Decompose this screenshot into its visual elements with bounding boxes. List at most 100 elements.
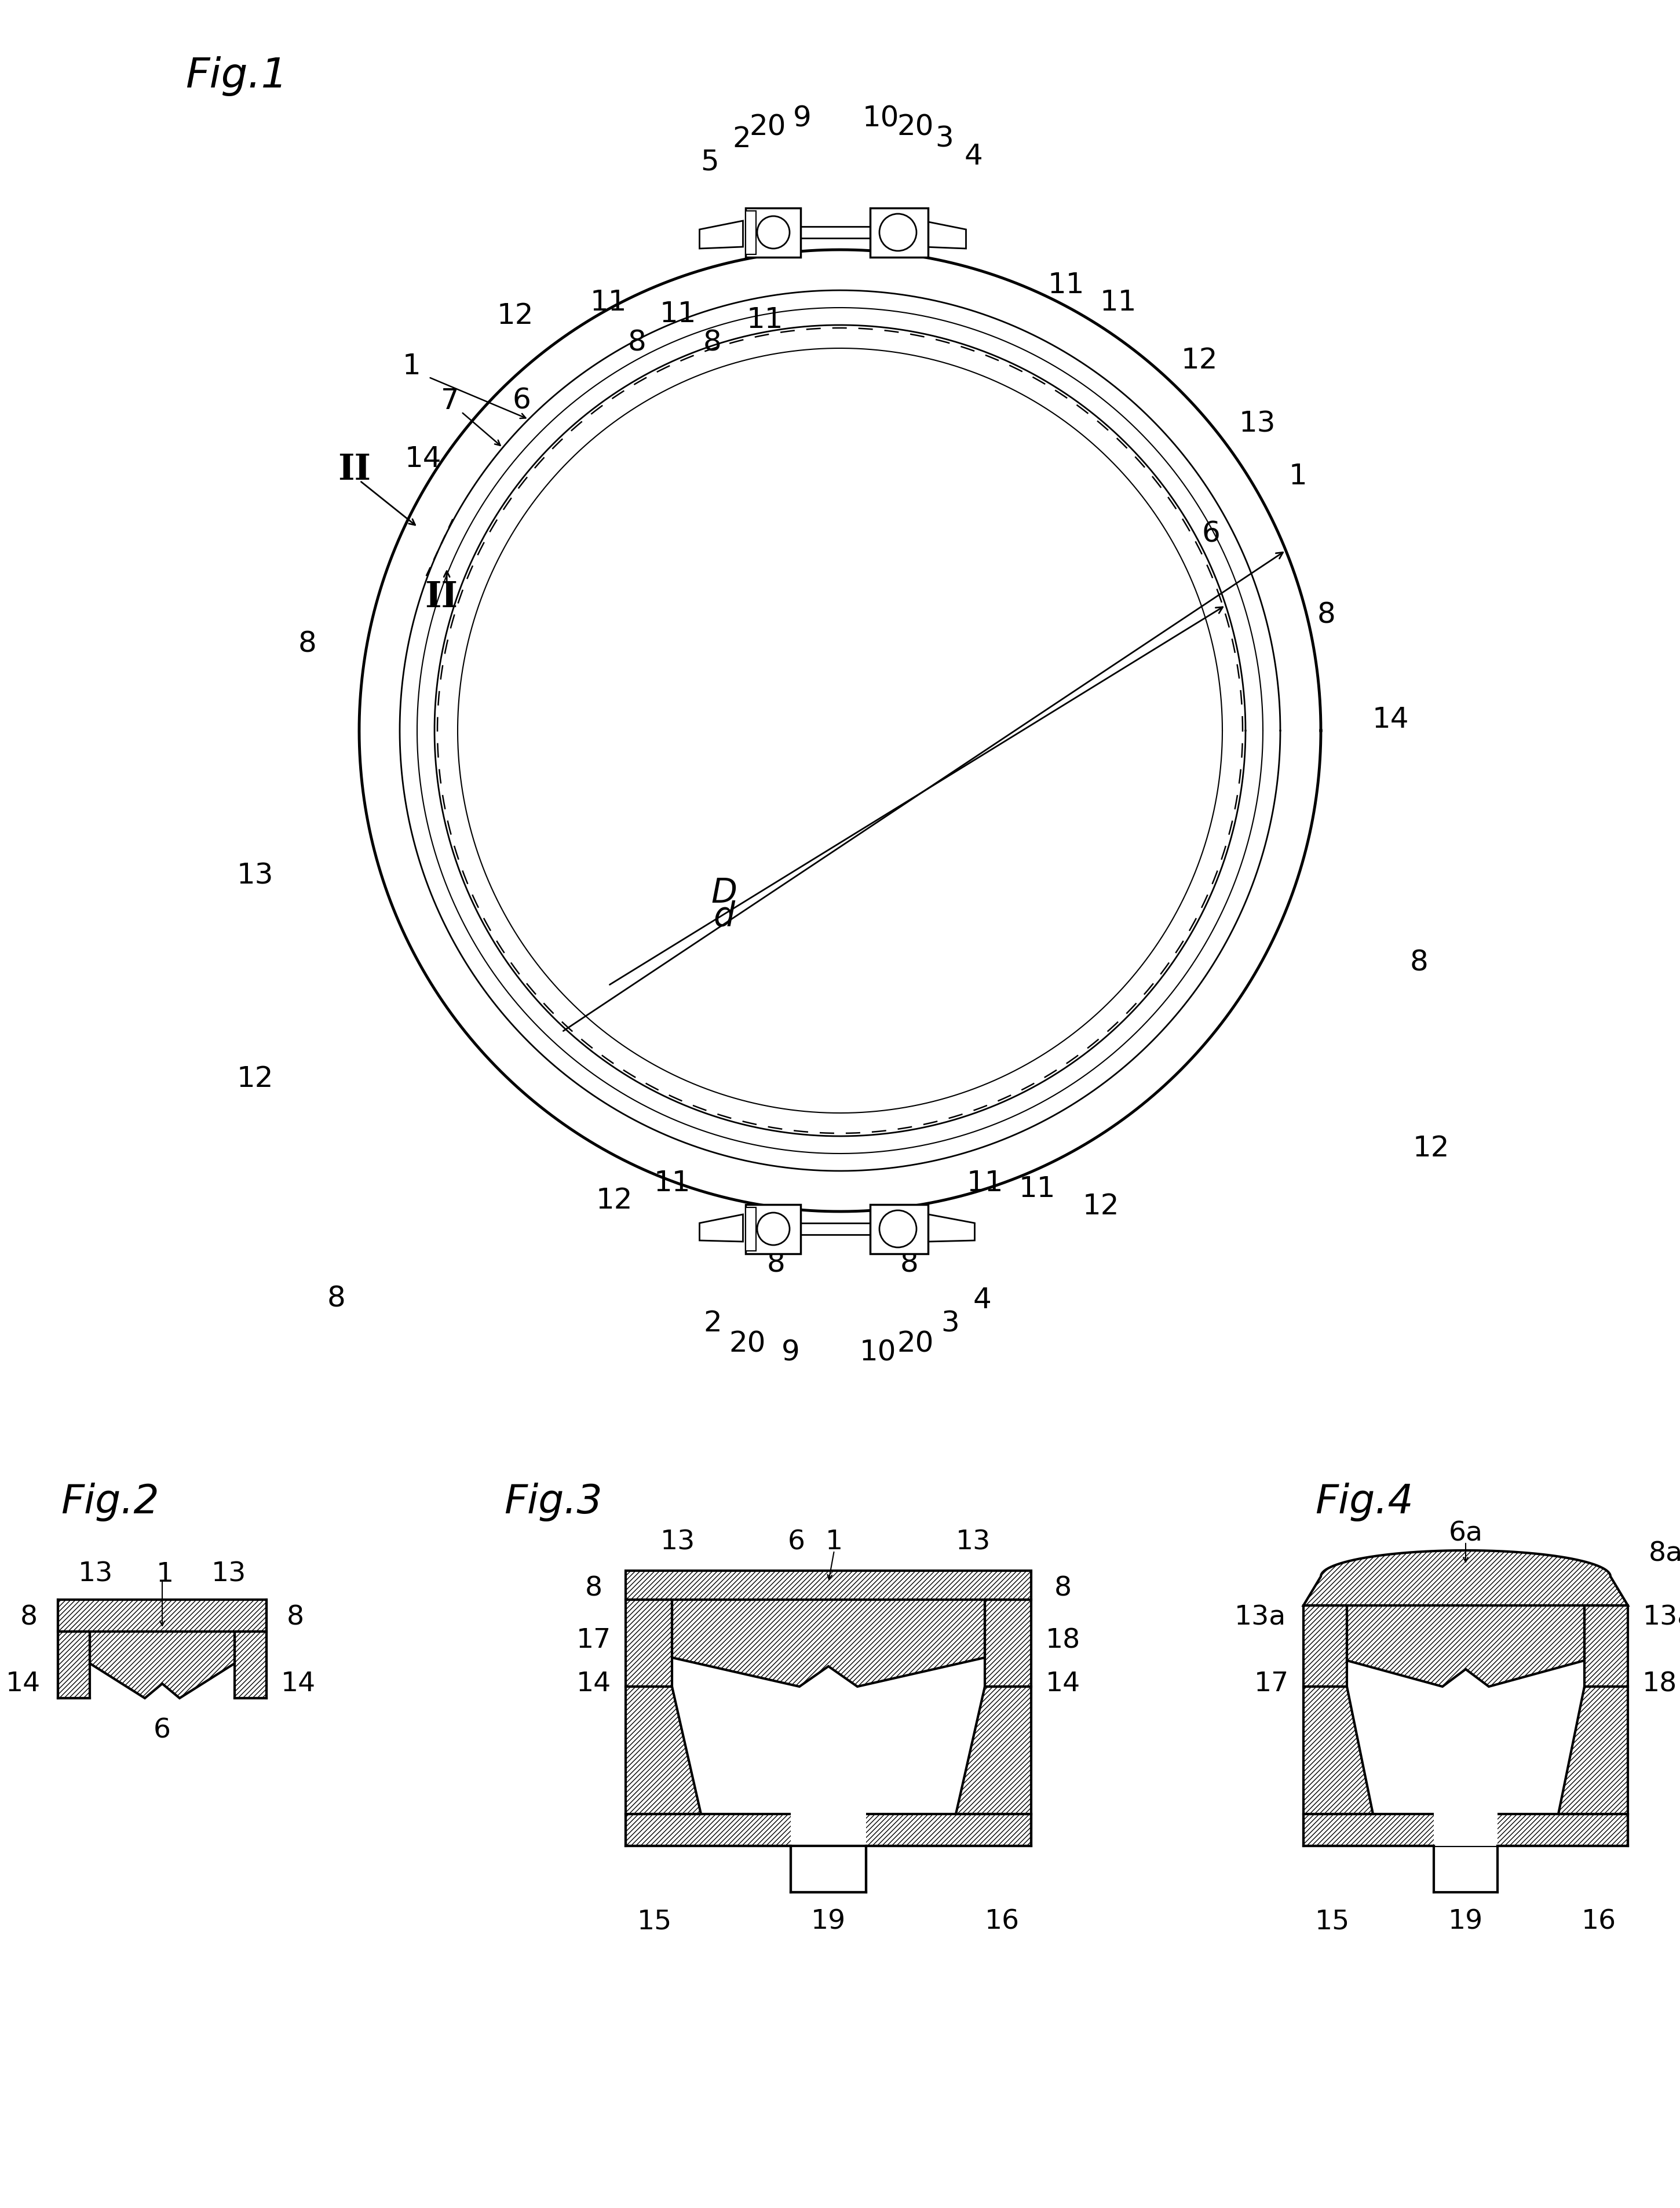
Text: 20: 20 [749, 113, 786, 141]
Text: 8: 8 [297, 629, 316, 658]
Text: 13: 13 [956, 1528, 991, 1554]
Bar [625, 1570, 1032, 1601]
Text: 17: 17 [1255, 1671, 1289, 1696]
Text: 11: 11 [1048, 272, 1084, 298]
Text: 11: 11 [654, 1168, 690, 1197]
Text: 12: 12 [596, 1186, 632, 1214]
Bar [870, 1206, 929, 1254]
Text: 6a: 6a [1448, 1519, 1483, 1546]
Bar [57, 1601, 267, 1632]
Circle shape [758, 216, 790, 250]
Text: 19: 19 [811, 1908, 845, 1934]
Bar [235, 1632, 267, 1698]
Text: 8: 8 [287, 1605, 304, 1630]
Text: 6: 6 [788, 1528, 805, 1554]
Text: 15: 15 [637, 1908, 672, 1934]
Text: 11: 11 [1018, 1175, 1055, 1203]
Bar [746, 1208, 756, 1252]
Text: 13: 13 [79, 1561, 113, 1588]
Text: 14: 14 [5, 1671, 40, 1696]
Bar [746, 208, 801, 258]
Text: 8: 8 [1055, 1574, 1072, 1601]
Text: 6: 6 [153, 1718, 171, 1742]
Text: 2: 2 [704, 1309, 722, 1338]
Text: 13: 13 [212, 1561, 247, 1588]
Circle shape [758, 1212, 790, 1245]
Text: 8: 8 [704, 329, 722, 358]
Text: 8: 8 [328, 1285, 344, 1312]
Bar [791, 1846, 867, 1892]
Text: 1: 1 [825, 1528, 843, 1554]
Text: d: d [714, 901, 734, 932]
Bar [746, 212, 756, 254]
Text: 11: 11 [746, 307, 783, 333]
Text: 16: 16 [984, 1908, 1020, 1934]
Text: 12: 12 [1413, 1135, 1450, 1161]
Text: 11: 11 [966, 1168, 1003, 1197]
Bar [625, 1815, 1032, 1846]
Text: 12: 12 [1082, 1192, 1119, 1219]
Text: 6: 6 [1201, 521, 1220, 548]
Text: 14: 14 [405, 444, 442, 473]
Text: 12: 12 [497, 302, 534, 329]
Text: Fig.3: Fig.3 [504, 1482, 603, 1521]
Text: 10: 10 [858, 1338, 895, 1367]
Text: 14: 14 [576, 1671, 612, 1696]
Text: 9: 9 [781, 1338, 800, 1367]
Text: 20: 20 [897, 113, 934, 141]
Text: 20: 20 [897, 1329, 934, 1358]
Bar [984, 1601, 1032, 1687]
Text: 7: 7 [440, 386, 459, 415]
Text: 3: 3 [941, 1309, 959, 1338]
Text: 13: 13 [237, 861, 274, 890]
Text: II: II [338, 453, 371, 488]
Text: 8: 8 [768, 1250, 786, 1278]
Polygon shape [699, 221, 743, 250]
Bar [625, 1601, 672, 1687]
Text: 12: 12 [237, 1064, 274, 1093]
Text: D: D [711, 877, 738, 910]
Text: 13a: 13a [1643, 1605, 1680, 1630]
Text: 4: 4 [964, 141, 983, 170]
Text: 8: 8 [628, 329, 647, 358]
Bar [57, 1601, 267, 1632]
Text: 13: 13 [660, 1528, 696, 1554]
Text: 1: 1 [402, 351, 420, 380]
Bar [1433, 1811, 1497, 1846]
Text: 1: 1 [156, 1561, 173, 1588]
Bar [984, 1601, 1032, 1687]
Text: 8: 8 [585, 1574, 603, 1601]
Text: 2: 2 [732, 126, 751, 152]
Bar [801, 227, 870, 238]
Text: 18: 18 [1643, 1671, 1677, 1696]
Text: 10: 10 [862, 104, 899, 132]
Bar [791, 1811, 867, 1846]
Text: 11: 11 [1100, 289, 1136, 316]
Text: 9: 9 [793, 104, 811, 132]
Bar [1584, 1605, 1628, 1687]
Text: 14: 14 [281, 1671, 316, 1696]
Circle shape [879, 1210, 917, 1248]
Text: II: II [425, 581, 457, 614]
Bar [625, 1815, 1032, 1846]
Bar [1304, 1605, 1347, 1687]
Polygon shape [922, 221, 966, 250]
Text: 17: 17 [576, 1627, 612, 1654]
Text: 3: 3 [936, 126, 954, 152]
Text: 8a: 8a [1648, 1541, 1680, 1565]
Polygon shape [929, 1214, 974, 1241]
Text: 13: 13 [1238, 411, 1275, 437]
Polygon shape [699, 1214, 743, 1241]
Text: 13a: 13a [1235, 1605, 1285, 1630]
Text: 12: 12 [1181, 347, 1218, 373]
Text: Fig.2: Fig.2 [60, 1482, 160, 1521]
Bar [1304, 1815, 1628, 1846]
Bar [746, 1206, 801, 1254]
Text: 11: 11 [590, 289, 627, 316]
Text: 14: 14 [1373, 707, 1410, 733]
Text: 18: 18 [1045, 1627, 1080, 1654]
Bar [870, 208, 929, 258]
Bar [57, 1632, 89, 1698]
Text: 15: 15 [1315, 1908, 1349, 1934]
Text: 4: 4 [973, 1287, 991, 1314]
